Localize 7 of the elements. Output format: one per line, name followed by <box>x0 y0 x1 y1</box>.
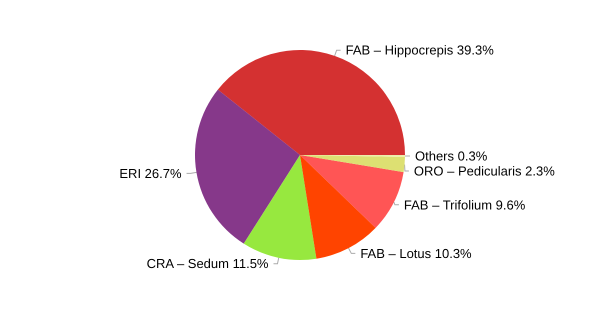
slice-label: Others 0.3% <box>414 148 488 164</box>
slice-label: FAB – Trifolium 9.6% <box>404 197 526 212</box>
slice-label: ORO – Pedicularis 2.3% <box>414 164 556 179</box>
slice-label: FAB – Hippocrepis 39.3% <box>346 42 494 58</box>
slice-label: FAB – Lotus 10.3% <box>360 246 472 261</box>
slice-label: ERI 26.7% <box>119 166 182 181</box>
slice-label: CRA – Sedum 11.5% <box>146 256 269 272</box>
